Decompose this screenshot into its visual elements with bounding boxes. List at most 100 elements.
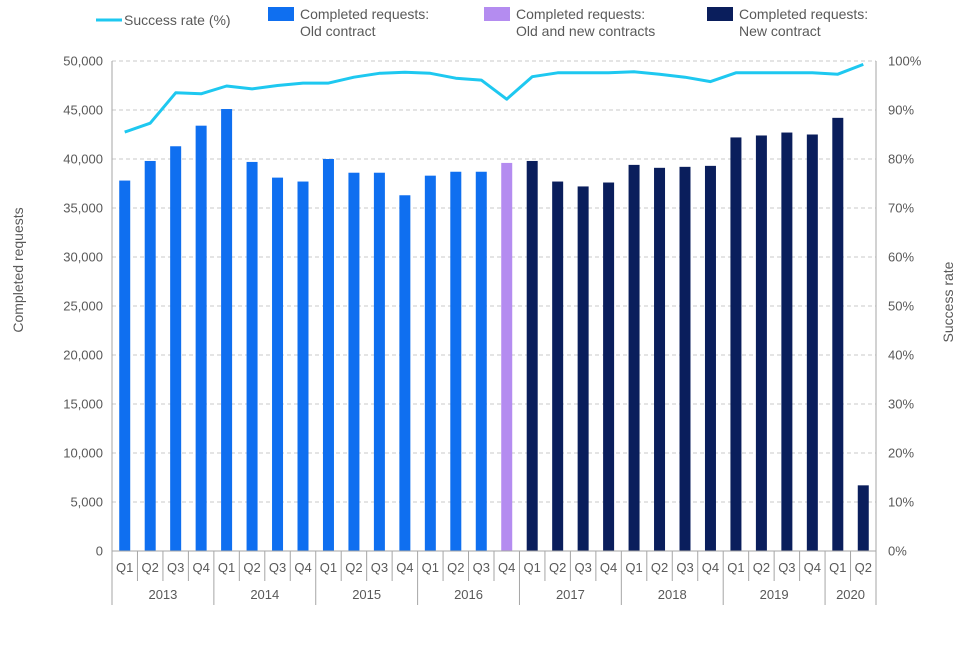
bar-completed-requests bbox=[221, 109, 233, 552]
left-axis-ticks: 0 5,000 10,000 15,000 20,000 25,000 30,000 35,0… bbox=[63, 54, 103, 559]
y2-tick-label: 90% bbox=[888, 103, 914, 118]
right-axis-ticks: 0% 10% 20% 30% 40% 50% 60% 70% 80% 90% 100% bbox=[888, 54, 922, 559]
quarter-label: Q4 bbox=[498, 560, 515, 575]
y2-tick-label: 0% bbox=[888, 544, 907, 559]
bar-completed-requests bbox=[526, 160, 538, 551]
year-label: 2020 bbox=[836, 587, 865, 602]
bar-completed-requests bbox=[857, 485, 869, 551]
y2-tick-label: 100% bbox=[888, 54, 922, 69]
y2-axis-title: Success rate bbox=[940, 261, 956, 342]
bar-completed-requests bbox=[450, 171, 462, 552]
bar-completed-requests bbox=[755, 135, 767, 552]
quarter-label: Q3 bbox=[778, 560, 795, 575]
quarter-label: Q2 bbox=[549, 560, 566, 575]
quarter-label: Q4 bbox=[192, 560, 209, 575]
legend-bar-swatch bbox=[484, 7, 510, 21]
bar-completed-requests bbox=[272, 177, 284, 551]
bar-completed-requests bbox=[322, 159, 334, 551]
quarter-label: Q1 bbox=[116, 560, 133, 575]
year-label: 2013 bbox=[148, 587, 177, 602]
y-tick-label: 15,000 bbox=[63, 397, 103, 412]
gridlines bbox=[112, 60, 876, 503]
y2-tick-label: 20% bbox=[888, 446, 914, 461]
bar-completed-requests bbox=[654, 167, 666, 551]
year-label: 2014 bbox=[250, 587, 279, 602]
quarter-label: Q4 bbox=[804, 560, 821, 575]
bar-completed-requests bbox=[424, 175, 436, 551]
bar-completed-requests bbox=[170, 146, 182, 551]
y2-tick-label: 60% bbox=[888, 250, 914, 265]
y-tick-label: 50,000 bbox=[63, 54, 103, 69]
quarter-label: Q3 bbox=[167, 560, 184, 575]
quarter-label: Q2 bbox=[345, 560, 362, 575]
success-rate-series bbox=[124, 62, 864, 134]
quarter-label: Q3 bbox=[371, 560, 388, 575]
bar-completed-requests bbox=[603, 182, 615, 551]
y-tick-label: 30,000 bbox=[63, 250, 103, 265]
year-label: 2016 bbox=[454, 587, 483, 602]
bar-completed-requests bbox=[832, 117, 844, 551]
y2-tick-label: 70% bbox=[888, 201, 914, 216]
year-label: 2019 bbox=[760, 587, 789, 602]
quarter-label: Q4 bbox=[396, 560, 413, 575]
bar-completed-requests bbox=[399, 195, 411, 551]
bar-completed-requests bbox=[577, 186, 589, 551]
bar-completed-requests bbox=[679, 166, 691, 551]
bar-completed-requests bbox=[806, 134, 818, 551]
legend-label: New contract bbox=[739, 23, 821, 39]
quarter-label: Q2 bbox=[447, 560, 464, 575]
y2-tick-label: 30% bbox=[888, 397, 914, 412]
bar-completed-requests bbox=[144, 160, 156, 551]
quarter-label: Q1 bbox=[422, 560, 439, 575]
quarter-label: Q2 bbox=[651, 560, 668, 575]
legend-bar-swatch bbox=[268, 7, 294, 21]
y-tick-label: 45,000 bbox=[63, 103, 103, 118]
success-rate-line bbox=[124, 62, 864, 134]
legend-label: Completed requests: bbox=[516, 6, 645, 22]
quarter-label: Q4 bbox=[294, 560, 311, 575]
y-tick-label: 10,000 bbox=[63, 446, 103, 461]
legend-label: Completed requests: bbox=[300, 6, 429, 22]
legend-label: Old contract bbox=[300, 23, 376, 39]
quarter-label: Q2 bbox=[243, 560, 260, 575]
y-axis-title: Completed requests bbox=[10, 207, 26, 332]
quarter-label: Q2 bbox=[753, 560, 770, 575]
bar-completed-requests bbox=[628, 164, 640, 551]
quarter-label: Q1 bbox=[727, 560, 744, 575]
bar-completed-requests bbox=[297, 181, 309, 552]
legend: Success rate (%) Completed requests:Old c… bbox=[96, 6, 868, 39]
bar-completed-requests bbox=[373, 172, 385, 551]
bar-completed-requests bbox=[704, 165, 716, 552]
quarter-label: Q1 bbox=[218, 560, 235, 575]
legend-label: Old and new contracts bbox=[516, 23, 655, 39]
bar-completed-requests bbox=[348, 172, 360, 551]
year-label: 2015 bbox=[352, 587, 381, 602]
bar-completed-requests bbox=[552, 181, 564, 552]
quarter-label: Q3 bbox=[269, 560, 286, 575]
x-axis-categories: Q1 Q2 Q3 Q4 Q1 Q2 Q3 Q4 Q1 Q2 Q3 Q4 Q1 Q2 Q3 Q4 Q1 Q2 Q3 Q4… bbox=[111, 551, 877, 605]
bar-completed-requests bbox=[781, 132, 793, 552]
legend-label: Success rate (%) bbox=[124, 12, 231, 28]
quarter-label: Q2 bbox=[855, 560, 872, 575]
legend-label: Completed requests: bbox=[739, 6, 868, 22]
bar-completed-requests bbox=[730, 137, 742, 551]
year-label: 2018 bbox=[658, 587, 687, 602]
quarter-label: Q1 bbox=[829, 560, 846, 575]
y-tick-label: 25,000 bbox=[63, 299, 103, 314]
y-tick-label: 0 bbox=[96, 544, 103, 559]
bar-completed-requests bbox=[195, 125, 207, 552]
bar-completed-requests bbox=[246, 161, 258, 551]
year-label: 2017 bbox=[556, 587, 585, 602]
y-tick-label: 20,000 bbox=[63, 348, 103, 363]
y2-tick-label: 40% bbox=[888, 348, 914, 363]
quarter-label: Q2 bbox=[142, 560, 159, 575]
bar-series bbox=[119, 109, 869, 552]
y-tick-label: 40,000 bbox=[63, 152, 103, 167]
y-tick-label: 5,000 bbox=[70, 495, 103, 510]
bar-completed-requests bbox=[475, 171, 487, 552]
quarter-label: Q1 bbox=[625, 560, 642, 575]
quarter-label: Q3 bbox=[574, 560, 591, 575]
quarter-label: Q1 bbox=[320, 560, 337, 575]
